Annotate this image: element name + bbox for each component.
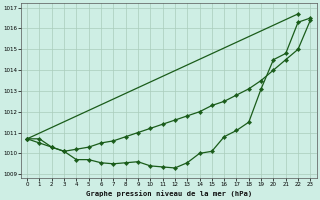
X-axis label: Graphe pression niveau de la mer (hPa): Graphe pression niveau de la mer (hPa) [86, 190, 252, 197]
